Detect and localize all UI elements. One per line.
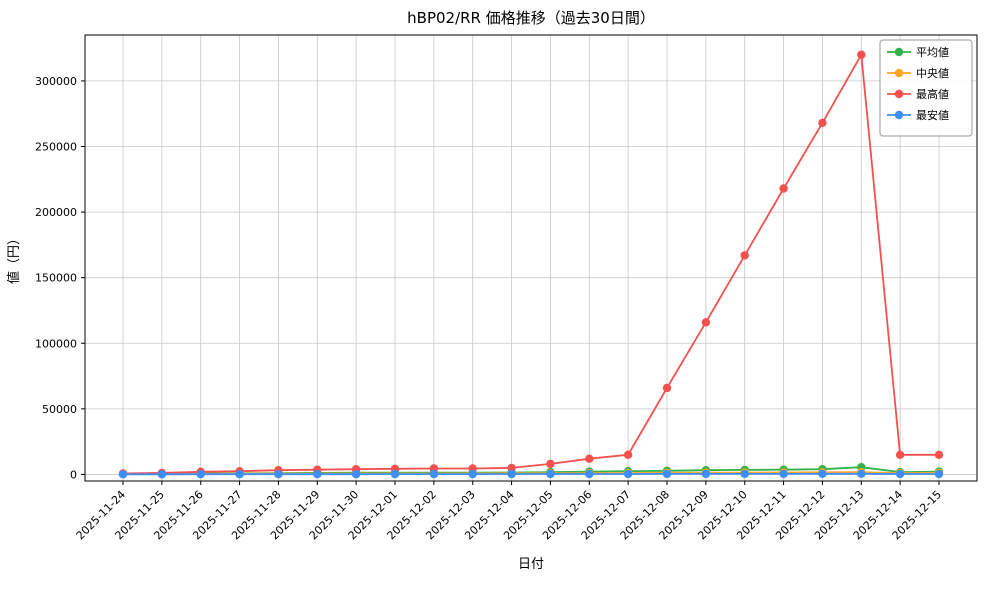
data-point-min <box>857 469 866 478</box>
legend-item-average: 平均値 <box>887 46 949 59</box>
legend-marker-average <box>894 47 904 57</box>
data-point-min <box>157 470 167 479</box>
legend-label-max: 最高値 <box>916 87 949 101</box>
data-point-min <box>351 470 361 479</box>
data-point-min <box>118 470 128 479</box>
series-max <box>118 50 944 478</box>
y-tick-label: 300000 <box>35 75 77 88</box>
y-tick-label: 50000 <box>42 403 77 416</box>
data-point-min <box>429 469 439 479</box>
series-line-max <box>122 51 939 475</box>
data-point-min <box>701 469 711 479</box>
data-point-min <box>740 469 749 479</box>
plot-border <box>84 34 978 482</box>
data-point-max <box>779 184 788 193</box>
y-tick-label: 250000 <box>35 141 77 154</box>
legend-label-average: 平均値 <box>916 46 949 59</box>
data-point-min <box>235 470 244 479</box>
data-point-min <box>895 469 905 479</box>
data-point-min <box>779 469 788 479</box>
legend-marker-min <box>894 110 904 120</box>
data-point-max <box>740 251 749 260</box>
legend-marker-max <box>894 89 904 99</box>
y-tick-label: 0 <box>70 468 77 481</box>
legend-box <box>879 39 973 137</box>
legend-item-max: 最高値 <box>887 87 949 101</box>
series-min <box>118 469 944 479</box>
legend-item-min: 最安値 <box>887 108 949 122</box>
series-line-min <box>123 472 939 476</box>
x-axis-label: 日付 <box>518 557 544 572</box>
data-point-min <box>623 469 633 479</box>
data-point-min <box>818 469 827 478</box>
data-point-max <box>818 118 827 128</box>
data-point-min <box>196 470 205 479</box>
data-point-min <box>934 469 944 479</box>
legend-label-median: 中央値 <box>916 67 949 80</box>
legend-marker-median <box>894 68 904 78</box>
grid-lines <box>85 35 977 481</box>
data-point-min <box>585 469 594 479</box>
data-point-max <box>857 50 866 59</box>
y-tick-label: 150000 <box>35 272 77 285</box>
data-point-min <box>274 470 283 479</box>
data-point-max <box>934 450 944 459</box>
y-axis-label: 値（円） <box>6 232 22 284</box>
data-point-max <box>546 459 555 469</box>
data-point-min <box>507 469 516 479</box>
data-point-max <box>507 463 516 473</box>
data-point-min <box>546 469 555 479</box>
chart-title: hBP02/RR 価格推移（過去30日間） <box>407 9 655 27</box>
data-point-max <box>701 318 711 327</box>
data-point-max <box>895 450 905 459</box>
data-point-min <box>390 469 400 479</box>
data-point-min <box>468 469 477 479</box>
y-tick-label: 200000 <box>35 206 77 219</box>
data-point-min <box>313 470 322 479</box>
legend-item-median: 中央値 <box>887 67 949 80</box>
data-point-min <box>662 469 672 479</box>
data-series <box>118 50 944 479</box>
data-point-max <box>623 450 633 459</box>
y-tick-label: 100000 <box>35 337 77 350</box>
legend-label-min: 最安値 <box>916 108 949 122</box>
data-point-max <box>585 454 594 463</box>
data-point-max <box>662 383 672 393</box>
